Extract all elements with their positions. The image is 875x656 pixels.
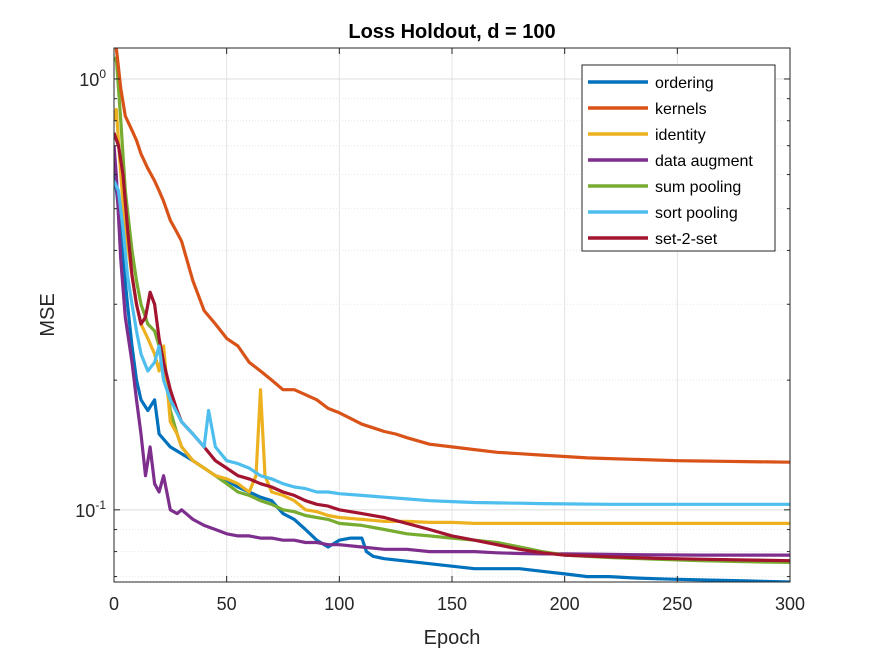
- x-tick-label: 100: [324, 594, 354, 614]
- x-tick-label: 0: [109, 594, 119, 614]
- legend-label: ordering: [655, 75, 714, 92]
- legend-label: set-2-set: [655, 231, 718, 248]
- legend-label: kernels: [655, 101, 707, 118]
- legend-item-data-augment[interactable]: data augment: [588, 153, 753, 170]
- y-tick-exponent: -1: [95, 498, 106, 512]
- y-tick-label: 10-1: [75, 498, 106, 521]
- legend-label: sort pooling: [655, 205, 738, 222]
- legend-label: sum pooling: [655, 179, 741, 196]
- legend-item-identity[interactable]: identity: [588, 127, 706, 144]
- chart-title: Loss Holdout, d = 100: [348, 21, 555, 43]
- y-tick-base: 10: [79, 70, 99, 90]
- x-axis-label: Epoch: [424, 627, 481, 649]
- legend-item-sum-pooling[interactable]: sum pooling: [588, 179, 741, 196]
- x-tick-label: 150: [437, 594, 467, 614]
- legend-item-kernels[interactable]: kernels: [588, 101, 707, 118]
- series-line-kernels: [114, 48, 790, 464]
- legend-item-set-2-set[interactable]: set-2-set: [588, 231, 718, 248]
- x-tick-label: 250: [662, 594, 692, 614]
- series-line-sum-pooling: [114, 56, 790, 564]
- x-tick-label: 300: [775, 594, 805, 614]
- legend-box: [581, 64, 776, 252]
- legend-label: identity: [655, 127, 706, 144]
- x-tick-label: 50: [217, 594, 237, 614]
- y-axis-label: MSE: [37, 293, 59, 336]
- y-tick-label: 100: [79, 67, 106, 90]
- series-line-sort-pooling: [114, 180, 790, 506]
- y-tick-base: 10: [75, 501, 95, 521]
- legend-item-ordering[interactable]: ordering: [588, 75, 714, 92]
- x-tick-label: 200: [550, 594, 580, 614]
- series-layer: [114, 48, 790, 582]
- series-line-ordering: [114, 168, 790, 582]
- series-line-data-augment: [114, 145, 790, 557]
- legend[interactable]: ordering kernels identity data augment sum p…: [581, 64, 776, 252]
- legend-label: data augment: [655, 153, 753, 170]
- legend-item-sort-pooling[interactable]: sort pooling: [588, 205, 738, 222]
- series-line-set-2-set: [114, 132, 790, 563]
- y-tick-exponent: 0: [99, 67, 106, 81]
